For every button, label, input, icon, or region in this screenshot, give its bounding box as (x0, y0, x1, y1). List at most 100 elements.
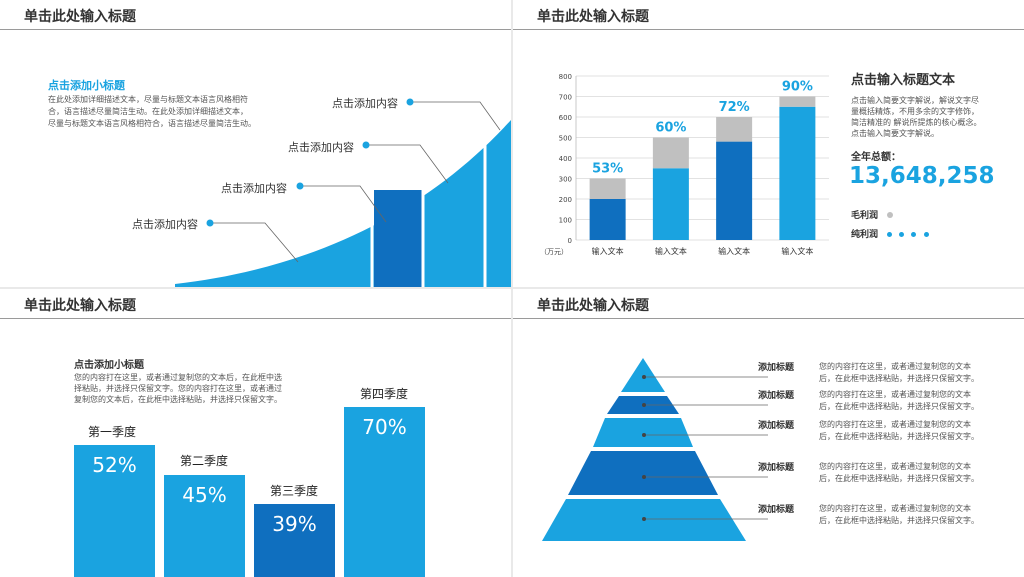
title-divider (513, 29, 1024, 30)
pyramid-item-title: 添加标题 (758, 363, 795, 373)
panel-title: 单击此处输入标题 (24, 9, 136, 25)
desc-line: 您的内容打在这里，或者通过复制您的文本 (819, 390, 971, 399)
content-label: 点击添加内容 (221, 182, 287, 195)
stacked-bar-chart: 0 100 200 300 400 500 600 700 800 （万元） 53% 输入文本 60% 输… (540, 73, 829, 256)
marker-dot (206, 219, 214, 227)
desc-line: 您的内容打在这里，或者通过复制您的文本 (819, 462, 971, 471)
pyramid-item-title: 添加标题 (758, 421, 795, 431)
desc-line: 简洁精准的 解说所提炼的核心概念。 (851, 118, 982, 127)
total-value: 13,648,258 (849, 163, 995, 189)
desc-line: 后，在此框中选择粘贴，并选择只保留文字。 (819, 402, 979, 411)
pyramid-item-text: 您的内容打在这里，或者通过复制您的文本 后，在此框中选择粘贴，并选择只保留文字。 (819, 419, 979, 443)
panel-title: 单击此处输入标题 (24, 298, 136, 314)
pyramid-item-text: 您的内容打在这里，或者通过复制您的文本 后，在此框中选择粘贴，并选择只保留文字。 (819, 361, 979, 385)
desc-line: 后，在此框中选择粘贴，并选择只保留文字。 (819, 432, 979, 441)
quarter-label: 第一季度 (88, 425, 137, 439)
pyramid-item-text: 您的内容打在这里，或者通过复制您的文本 后，在此框中选择粘贴，并选择只保留文字。 (819, 389, 979, 413)
data-label: 60% (655, 121, 686, 136)
desc-line: 后，在此框中选择粘贴，并选择只保留文字。 (819, 516, 979, 525)
panel-pyramid: 单击此处输入标题 添加标题 您的内容打在这里，或者通过复制您的文本 后，在此框中选择… (513, 289, 1024, 577)
side-description: 点击输入简要文字解说，解说文字尽 量概括精炼，不用多余的文字修饰， 简洁精准的 … (851, 95, 982, 139)
desc-line: 您的内容打在这里，或者通过复制您的文本后，在此框中选 (74, 373, 282, 382)
quarter-value: 70% (362, 415, 407, 439)
content-label: 点击添加内容 (288, 141, 354, 154)
side-title: 点击输入标题文本 (851, 73, 956, 88)
desc-line: 您的内容打在这里，或者通过复制您的文本 (819, 362, 971, 371)
quarter-label: 第四季度 (360, 387, 409, 401)
panel-curve: 单击此处输入标题 点击添加小标题 在此处添加详细描述文本，尽量与标题文本语言风格… (0, 0, 511, 287)
legend-dot (887, 212, 894, 218)
data-label: 72% (719, 100, 750, 115)
quarter-bar: 70% (344, 407, 425, 577)
desc-line: 复制您的文本后，在此框中选择粘贴，并选择只保留文字。 (74, 395, 282, 404)
x-tick-label: 输入文本 (592, 246, 624, 256)
y-tick-label: 800 (559, 73, 572, 81)
title-divider (0, 29, 511, 30)
description: 您的内容打在这里，或者通过复制您的文本后，在此框中选 择粘贴，并选择只保留文字。… (74, 372, 282, 405)
description: 在此处添加详细描述文本，尽量与标题文本语言风格相符 合，语言描述尽量简洁生动。在… (48, 94, 256, 130)
legend-dot (899, 232, 905, 237)
title-divider (513, 318, 1024, 319)
panel-bar-chart: 单击此处输入标题 0 100 200 300 400 500 600 700 800 （万元） 53… (513, 0, 1024, 287)
legend-dot (887, 232, 893, 237)
y-tick-label: 600 (559, 114, 572, 122)
growth-curve-graphic (175, 98, 511, 287)
y-tick-label: 500 (559, 135, 572, 143)
bar-net-profit (716, 141, 753, 240)
pyramid-level-4 (568, 451, 718, 495)
y-tick-label: 0 (568, 237, 572, 245)
bar-gross-profit (652, 137, 689, 169)
pyramid-item-text: 您的内容打在这里，或者通过复制您的文本 后，在此框中选择粘贴，并选择只保留文字。 (819, 461, 979, 485)
pyramid-item-title: 添加标题 (758, 463, 795, 473)
content-label: 点击添加内容 (332, 97, 398, 110)
y-unit-label: （万元） (540, 248, 568, 256)
pyramid-item-title: 添加标题 (758, 391, 795, 401)
desc-line: 在此处添加详细描述文本，尽量与标题文本语言风格相符 (48, 95, 248, 104)
pyramid-item-title: 添加标题 (758, 505, 795, 515)
panel-title: 单击此处输入标题 (537, 298, 649, 314)
legend-dot (911, 232, 917, 237)
y-tick-label: 200 (559, 196, 572, 204)
x-tick-label: 输入文本 (655, 246, 687, 256)
desc-line: 您的内容打在这里，或者通过复制您的文本 (819, 420, 971, 429)
bar-gross-profit (716, 117, 753, 142)
total-label: 全年总额： (851, 152, 901, 163)
bar-gross-profit (779, 96, 816, 107)
desc-line: 择粘贴，并选择只保留文字。您的内容打在这里，或者通过 (74, 384, 282, 393)
quarter-value: 52% (92, 453, 137, 477)
y-tick-label: 100 (559, 217, 572, 225)
pyramid-level-1 (621, 358, 665, 392)
data-label: 90% (782, 80, 813, 95)
quarter-bar: 52% (74, 445, 155, 577)
desc-line: 后，在此框中选择粘贴，并选择只保留文字。 (819, 374, 979, 383)
panel-title: 单击此处输入标题 (537, 9, 649, 25)
marker-dot (296, 182, 304, 190)
marker-dot (362, 141, 370, 149)
desc-line: 点击输入简要文字解说，解说文字尽 (851, 96, 979, 105)
desc-line: 后，在此框中选择粘贴，并选择只保留文字。 (819, 474, 979, 483)
legend-gross-profit: 毛利润 (851, 208, 894, 221)
quarter-value: 45% (182, 483, 227, 507)
title-divider (0, 318, 511, 319)
quarter-value: 39% (272, 512, 317, 536)
y-tick-label: 700 (559, 94, 572, 102)
quarter-label: 第三季度 (270, 484, 319, 498)
quarter-bar: 39% (254, 504, 335, 577)
desc-line: 点击输入简要文字解说。 (851, 129, 939, 138)
legend-label: 纯利润 (851, 230, 879, 240)
data-label: 53% (592, 162, 623, 177)
subtitle: 点击添加小标题 (48, 79, 125, 92)
marker-dot (406, 98, 414, 106)
quarter-bar: 45% (164, 475, 245, 577)
pyramid-graphic (542, 358, 768, 541)
y-tick-label: 400 (559, 155, 572, 163)
pyramid-level-3 (593, 418, 693, 447)
subtitle: 点击添加小标题 (74, 360, 144, 371)
desc-line: 您的内容打在这里，或者通过复制您的文本 (819, 504, 971, 513)
desc-line: 合，语言描述尽量简洁生动。在此处添加详细描述文本， (48, 107, 248, 116)
legend-label: 毛利润 (851, 211, 879, 221)
x-tick-label: 输入文本 (781, 246, 813, 256)
bar-net-profit (779, 106, 816, 240)
bar-gross-profit (589, 178, 626, 199)
pyramid-item-text: 您的内容打在这里，或者通过复制您的文本 后，在此框中选择粘贴，并选择只保留文字。 (819, 503, 979, 527)
